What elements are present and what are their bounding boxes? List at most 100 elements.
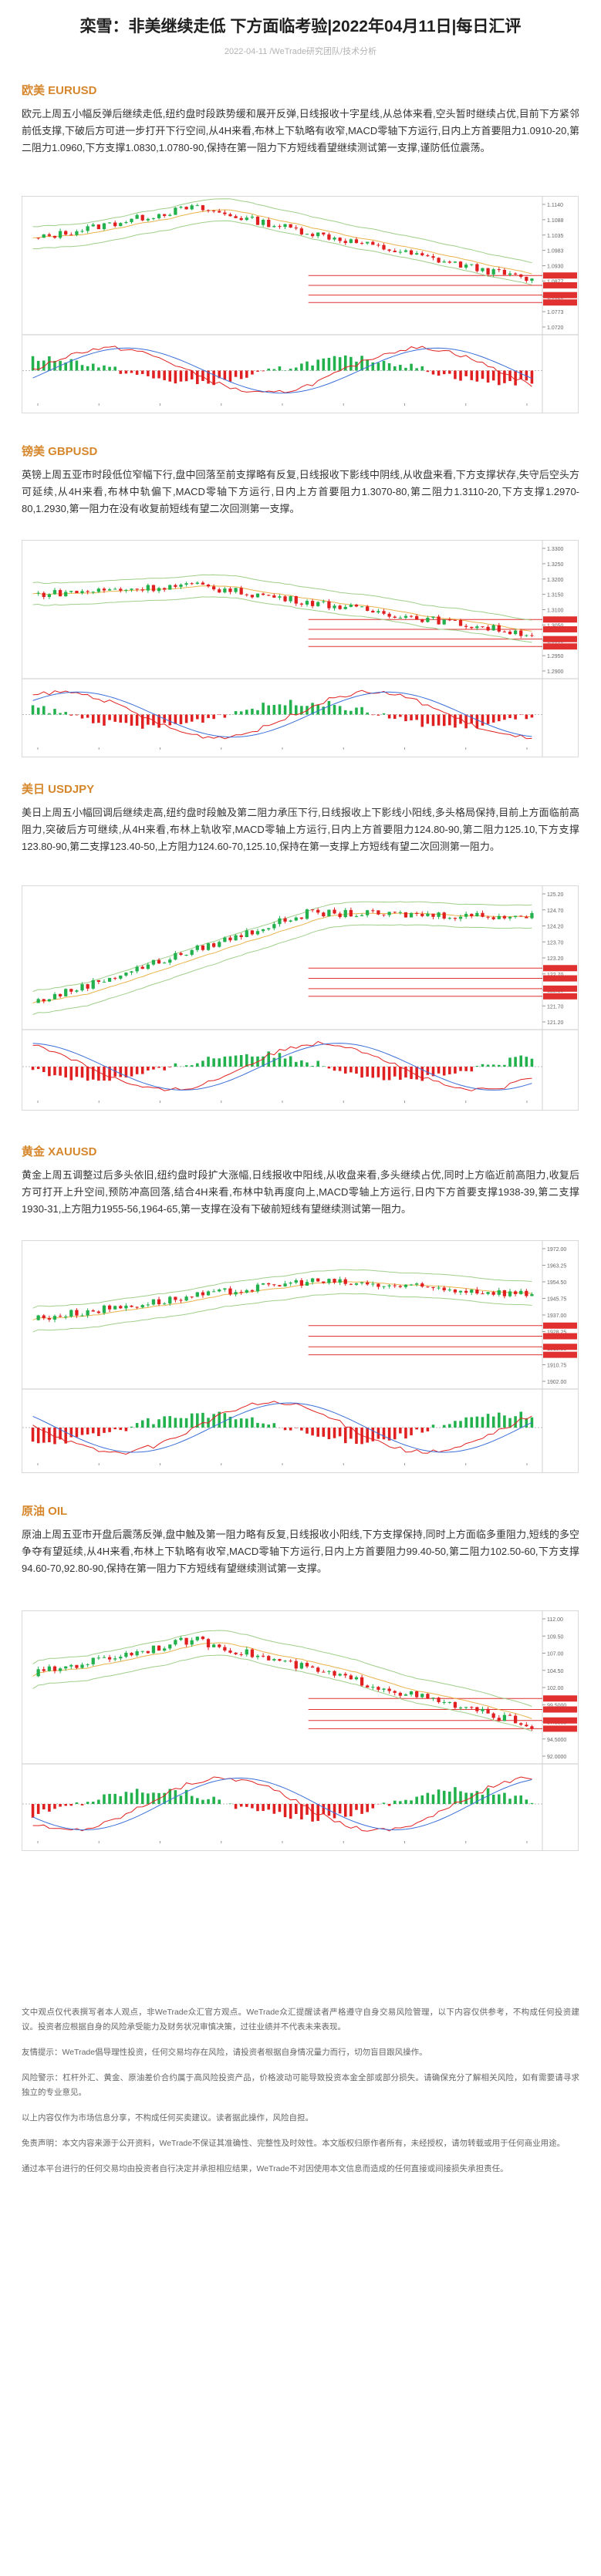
candle-body [58, 1668, 62, 1671]
candle-body [157, 214, 161, 218]
candle-body [310, 909, 315, 911]
candle-body [491, 625, 495, 631]
macd-signal-line [32, 1043, 532, 1091]
candle-body [409, 912, 414, 918]
candle-body [354, 915, 359, 917]
candle-body [151, 217, 156, 219]
candle-body [218, 589, 221, 593]
candle-body [327, 909, 331, 917]
candle-body [223, 1288, 227, 1290]
candle-body [113, 977, 117, 979]
candle-body [179, 585, 183, 587]
axis-tick-label: 122.70 [547, 973, 564, 978]
candle-body [420, 913, 424, 916]
candle-body [223, 1647, 227, 1651]
candle-body [80, 591, 84, 594]
candle-body [464, 913, 468, 917]
candle-body [58, 231, 62, 238]
candle-body [470, 626, 474, 629]
candle-body [366, 1685, 370, 1688]
chart-svg: 1.11401.10881.10351.09831.09301.08771.08… [22, 197, 578, 413]
candle-body [135, 966, 139, 972]
bollinger-middle [32, 585, 532, 632]
candle-body [86, 1664, 89, 1665]
level-marker [543, 282, 577, 288]
chart-svg: 1.33001.32501.32001.31501.31001.30501.30… [22, 541, 578, 757]
candle-body [151, 585, 156, 592]
level-marker [543, 625, 577, 632]
bollinger-upper [32, 1269, 532, 1309]
candle-body [47, 594, 52, 598]
candle-body [497, 915, 501, 919]
candle-body [42, 592, 46, 598]
candle-body [475, 626, 479, 629]
candle-body [513, 273, 518, 275]
candle-body [206, 943, 211, 950]
level-marker [543, 643, 577, 650]
candle-body [420, 619, 424, 622]
candle-body [119, 1657, 123, 1659]
axis-tick-label: 112.00 [547, 1617, 563, 1623]
bollinger-upper [32, 901, 532, 992]
candle-body [190, 949, 194, 955]
bollinger-middle [32, 1642, 532, 1719]
candle-body [409, 1284, 414, 1286]
candle-body [206, 210, 211, 211]
candle-body [261, 929, 265, 932]
candle-body [52, 993, 57, 1000]
candle-body [42, 1669, 46, 1671]
article-date: 2022-04-11 [224, 47, 268, 56]
disclaimer-paragraph: 风险警示：杠杆外汇、黄金、原油差价合约属于高风险投资产品，价格波动可能导致投资本… [22, 2073, 579, 2097]
candle-body [409, 615, 414, 617]
candle-body [163, 1303, 167, 1305]
axis-tick-label: 1972.00 [547, 1247, 566, 1253]
candle-body [458, 619, 463, 626]
candle-body [107, 1657, 112, 1660]
candle-body [163, 1648, 167, 1651]
disclaimer-paragraph: 文中观点仅代表撰写者本人观点，非WeTrade众汇官方观点。WeTrade众汇提… [22, 2008, 579, 2031]
chart-usdjpy: 125.20124.70124.20123.70123.20122.70122.… [22, 885, 579, 1111]
candle-body [113, 1658, 117, 1660]
candle-body [228, 214, 232, 217]
candle-body [431, 913, 435, 917]
candle-body [75, 591, 79, 594]
candle-body [403, 615, 408, 618]
axis-tick-label: 1945.75 [547, 1297, 566, 1303]
candle-body [42, 999, 46, 1002]
candle-body [458, 1290, 463, 1293]
candle-body [305, 1663, 309, 1667]
candle-body [513, 630, 518, 635]
candle-body [124, 589, 128, 591]
candle-body [420, 1694, 424, 1698]
candle-body [157, 1645, 161, 1651]
candle-body [453, 918, 458, 919]
candle-body [447, 619, 451, 621]
candle-body [376, 611, 380, 613]
axis-tick-label: 1.3050 [547, 623, 564, 629]
candle-body [382, 1286, 386, 1287]
section-body: 欧元上周五小幅反弹后继续走低,纽约盘时段跌势缓和展开反弹,日线报收十字星线,从总… [22, 108, 579, 153]
section-title: 欧美 EURUSD [22, 84, 97, 97]
candle-body [437, 1287, 441, 1289]
candle-body [124, 1653, 128, 1657]
candle-body [228, 1288, 232, 1295]
bollinger-lower [32, 596, 532, 643]
candle-body [316, 602, 320, 606]
candle-body [343, 241, 347, 244]
candle-body [371, 910, 375, 912]
candle-body [475, 1707, 479, 1711]
candle-body [354, 604, 359, 607]
candle-body [157, 588, 161, 592]
macd-signal-line [32, 1402, 532, 1453]
candle-body [294, 1280, 298, 1283]
level-marker [543, 1344, 577, 1350]
candle-body [86, 1310, 89, 1316]
candle-body [195, 1292, 199, 1297]
candle-body [130, 588, 133, 590]
candle-body [393, 1691, 397, 1693]
axis-tick-label: 1.1035 [547, 234, 564, 239]
candle-body [124, 1305, 128, 1309]
candle-body [502, 1290, 507, 1296]
disclaimer: 文中观点仅代表撰写者本人观点，非WeTrade众汇官方观点。WeTrade众汇提… [22, 2005, 579, 2187]
candle-body [261, 1655, 265, 1657]
